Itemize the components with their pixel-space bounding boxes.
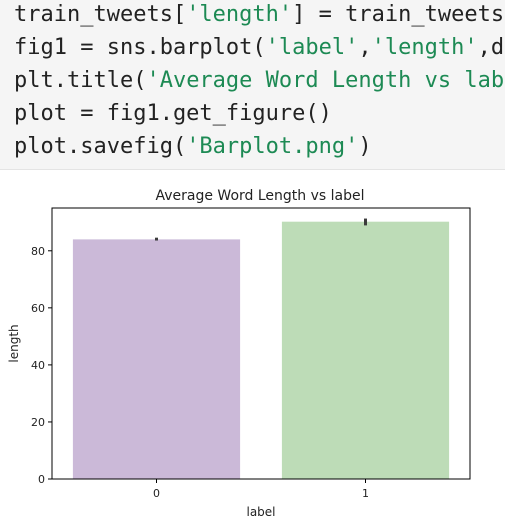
y-tick-label-60: 60 — [31, 302, 45, 315]
y-axis-label: length — [7, 324, 21, 362]
y-tick-label-80: 80 — [31, 245, 45, 258]
x-tick-label-1: 1 — [362, 487, 369, 500]
y-tick-label-0: 0 — [38, 473, 45, 486]
code-line-1: train_tweets['length'] = train_tweets[ — [14, 2, 505, 27]
y-tick-label-40: 40 — [31, 359, 45, 372]
x-tick-label-0: 0 — [153, 487, 160, 500]
bar-1 — [281, 221, 450, 479]
bar-chart: Average Word Length vs label 0 20 40 60 80 0… — [7, 188, 471, 519]
axes-frame — [51, 207, 471, 480]
code-line-5: plot.savefig('Barplot.png') — [14, 134, 372, 159]
bar-0 — [72, 239, 241, 479]
code-line-3: plt.title('Average Word Length vs labe — [14, 68, 505, 93]
y-tick-label-20: 20 — [31, 416, 45, 429]
code-line-2: fig1 = sns.barplot('label','length',da — [14, 35, 505, 60]
chart-title: Average Word Length vs label — [155, 188, 364, 204]
code-line-4: plot = fig1.get_figure() — [14, 101, 332, 126]
code-cell[interactable]: train_tweets['length'] = train_tweets[ f… — [0, 0, 505, 170]
x-axis-label: label — [246, 505, 275, 519]
